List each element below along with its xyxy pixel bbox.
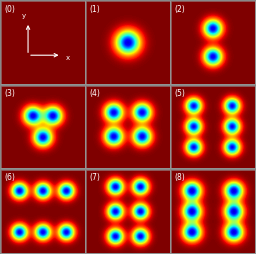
Text: y: y bbox=[22, 13, 26, 19]
Text: (3): (3) bbox=[5, 89, 16, 98]
Text: (7): (7) bbox=[90, 173, 100, 182]
Text: x: x bbox=[66, 55, 70, 61]
Text: (8): (8) bbox=[174, 173, 185, 182]
Text: (1): (1) bbox=[90, 5, 100, 14]
Text: (5): (5) bbox=[174, 89, 185, 98]
Text: (4): (4) bbox=[90, 89, 100, 98]
Text: (6): (6) bbox=[5, 173, 16, 182]
Text: (2): (2) bbox=[174, 5, 185, 14]
Text: (0): (0) bbox=[5, 5, 16, 14]
